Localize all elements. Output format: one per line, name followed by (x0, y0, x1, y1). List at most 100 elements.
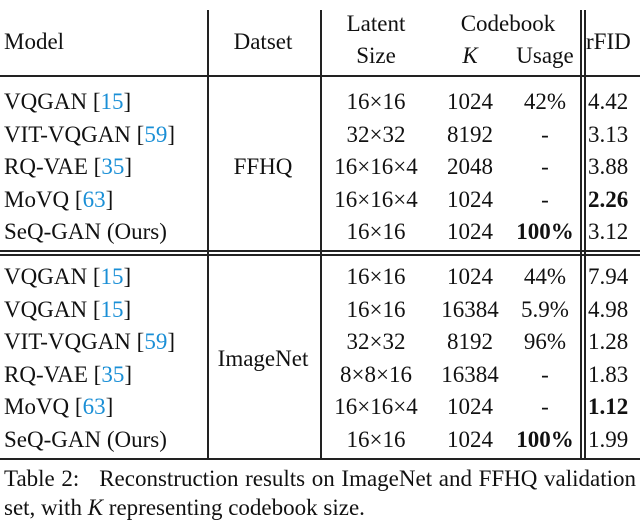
k-cell: 8192 (447, 121, 493, 147)
rfid-cell: 4.98 (588, 296, 629, 322)
model-name: RQ-VAE (4, 361, 88, 387)
latent-cell: 16×16 (346, 264, 406, 289)
rule (207, 10, 209, 458)
model-name: VIT-VQGAN (4, 121, 131, 147)
citation[interactable]: 15 (100, 264, 124, 289)
model-cell: SeQ-GAN (Ours) (4, 218, 167, 246)
citation[interactable]: 35 (101, 154, 125, 180)
citation: [ (93, 361, 102, 387)
header-cell: K (462, 43, 478, 68)
model-name: VQGAN (4, 296, 88, 322)
model-cell: MoVQ [63] (4, 186, 113, 214)
model-cell: VQGAN [15] (4, 263, 131, 291)
latent-cell: 16×16 (346, 296, 406, 322)
rule (320, 10, 322, 458)
model-cell: VIT-VQGAN [59] (4, 121, 175, 149)
model-name: VQGAN (4, 264, 88, 289)
citation: ] (167, 329, 176, 355)
latent-cell: 32×32 (346, 121, 406, 147)
citation[interactable]: 15 (100, 89, 124, 114)
k-cell: 16384 (441, 361, 499, 387)
dataset-cell: ImageNet (217, 345, 309, 371)
rfid-cell: 1.12 (588, 394, 629, 420)
latent-cell: 16×16×4 (334, 394, 418, 420)
k-cell: 8192 (447, 329, 493, 355)
model-cell: VQGAN [15] (4, 88, 131, 116)
model-name: VIT-VQGAN (4, 329, 131, 355)
model-cell: SeQ-GAN (Ours) (4, 426, 167, 454)
model-cell: RQ-VAE [35] (4, 361, 132, 389)
citation: [ (136, 329, 145, 355)
citation: ] (105, 186, 114, 212)
header-cell: Datset (233, 29, 293, 54)
rfid-cell: 2.26 (588, 186, 629, 212)
latent-cell: 16×16 (346, 89, 406, 114)
rfid-cell: 7.94 (588, 264, 629, 289)
citation: ] (124, 361, 133, 387)
latent-cell: 32×32 (346, 329, 406, 355)
citation: ] (124, 154, 133, 180)
caption: Table 2: Reconstruction results on Image… (4, 464, 636, 522)
citation[interactable]: 63 (82, 394, 106, 420)
usage-cell: 44% (523, 264, 567, 289)
citation[interactable]: 35 (101, 361, 125, 387)
k-cell: 1024 (447, 264, 493, 289)
k-cell: 1024 (447, 219, 493, 245)
citation: [ (92, 89, 101, 114)
header-cell: rFID (586, 29, 631, 54)
citation: ] (105, 394, 114, 420)
caption-symbol: K (87, 495, 104, 520)
caption-text: representing codebook size. (103, 495, 365, 520)
citation: [ (92, 264, 101, 289)
citation[interactable]: 63 (82, 186, 106, 212)
usage-cell: - (541, 361, 549, 387)
rfid-cell: 3.13 (588, 121, 629, 147)
citation: ] (167, 121, 176, 147)
citation: [ (93, 154, 102, 180)
rfid-cell: 3.12 (588, 219, 629, 245)
citation: ] (123, 264, 132, 289)
latent-cell: 16×16×4 (334, 186, 418, 212)
usage-cell: - (541, 154, 549, 180)
citation[interactable]: 15 (100, 296, 124, 322)
usage-cell: - (541, 121, 549, 147)
citation: [ (74, 394, 83, 420)
model-cell: RQ-VAE [35] (4, 153, 132, 181)
model-name: VQGAN (4, 89, 88, 114)
citation[interactable]: 59 (144, 329, 168, 355)
usage-cell: 96% (523, 329, 567, 355)
usage-cell: - (541, 186, 549, 212)
k-cell: 1024 (447, 186, 493, 212)
citation: ] (123, 89, 132, 114)
model-name: RQ-VAE (4, 154, 88, 180)
header-cell: Latent (346, 11, 406, 36)
rfid-cell: 1.99 (588, 427, 629, 452)
k-cell: 1024 (447, 394, 493, 420)
model-name: SeQ-GAN (Ours) (4, 427, 167, 452)
rfid-cell: 1.83 (588, 361, 629, 387)
model-cell: VIT-VQGAN [59] (4, 328, 175, 356)
k-cell: 2048 (447, 154, 493, 180)
model-cell: VQGAN [15] (4, 296, 131, 324)
rfid-cell: 4.42 (588, 89, 629, 114)
dataset-cell: FFHQ (233, 154, 293, 180)
model-cell: MoVQ [63] (4, 393, 113, 421)
citation[interactable]: 59 (144, 121, 168, 147)
model-name: SeQ-GAN (Ours) (4, 219, 167, 245)
k-cell: 1024 (447, 89, 493, 114)
model-name: MoVQ (4, 186, 70, 212)
rule (0, 458, 640, 460)
citation: [ (92, 296, 101, 322)
citation: ] (123, 296, 132, 322)
latent-cell: 16×16 (346, 219, 406, 245)
usage-cell: 100% (516, 427, 574, 452)
rfid-cell: 3.88 (588, 154, 629, 180)
model-name: MoVQ (4, 394, 70, 420)
rule (584, 10, 586, 458)
usage-cell: 100% (516, 219, 574, 245)
usage-cell: 42% (523, 89, 567, 114)
rfid-cell: 1.28 (588, 329, 629, 355)
citation: [ (74, 186, 83, 212)
k-cell: 16384 (441, 296, 499, 322)
